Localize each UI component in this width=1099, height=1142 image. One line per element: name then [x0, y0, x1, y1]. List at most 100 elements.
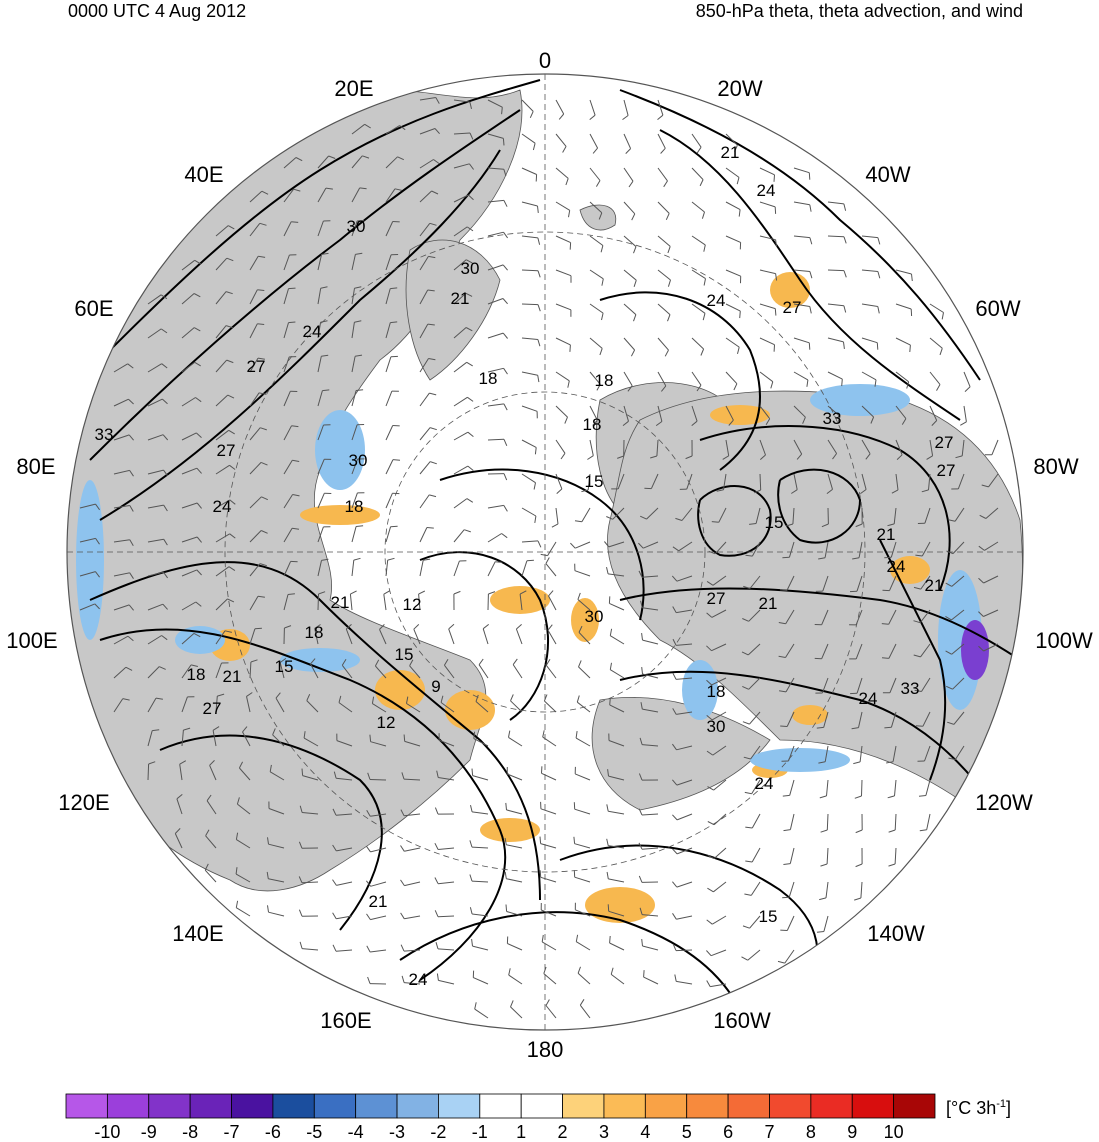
wind-barb-flag [440, 695, 444, 703]
wind-barb-flag [640, 702, 643, 710]
wind-barb-flag [534, 515, 537, 523]
wind-barb [952, 541, 965, 554]
wind-barb [437, 915, 455, 918]
wind-barb-flag [322, 389, 330, 392]
wind-barb [209, 765, 217, 781]
colorbar-swatch [727, 1093, 770, 1119]
wind-barb [351, 356, 356, 373]
wind-barb [544, 700, 557, 713]
wind-barb-flag [242, 726, 248, 733]
wind-barb [793, 439, 803, 455]
wind-barb [578, 666, 591, 679]
wind-barb [79, 537, 96, 543]
wind-barb [691, 303, 706, 314]
wind-barb-flag [502, 264, 508, 271]
wind-barb [657, 371, 667, 387]
wind-barb-flag [502, 298, 508, 305]
wind-barb-flag [332, 808, 337, 816]
wind-barb-flag [434, 128, 440, 135]
wind-barb [608, 845, 625, 849]
wind-barb-flag [701, 211, 705, 219]
lon-label: 80W [1033, 454, 1078, 479]
wind-barb [113, 572, 130, 577]
wind-barb-flag [906, 381, 910, 389]
wind-barb-flag [465, 292, 473, 297]
wind-barb [786, 915, 795, 931]
wind-barb [113, 666, 127, 679]
contour-label: 24 [409, 970, 428, 989]
wind-barb-flag [503, 505, 508, 512]
wind-barb [246, 696, 251, 713]
wind-barb-flag [918, 795, 926, 797]
wind-barb-flag [691, 420, 698, 426]
wind-barb [113, 398, 129, 407]
wind-barb [681, 507, 693, 521]
wind-barb-flag [852, 557, 860, 560]
contour-label: 24 [859, 689, 878, 708]
wind-barb-flag [641, 939, 643, 947]
lon-label: 80E [16, 454, 55, 479]
wind-barb [215, 499, 231, 509]
wind-barb [826, 779, 829, 796]
wind-barb-flag [235, 900, 239, 908]
wind-barb-flag [887, 795, 895, 799]
wind-barb [473, 977, 489, 985]
wind-barb [317, 288, 322, 305]
contour-label: 24 [757, 181, 776, 200]
wind-barb [750, 881, 761, 896]
colorbar-swatch [479, 1093, 522, 1119]
wind-barb [574, 808, 591, 815]
wind-barb-flag [569, 344, 571, 352]
wind-barb [419, 190, 432, 203]
wind-barb [215, 225, 229, 237]
colorbar-tick-label: 10 [884, 1122, 904, 1142]
wind-barb [336, 915, 353, 920]
wind-barb-flag [400, 912, 405, 920]
wind-barb [954, 507, 965, 522]
theta-contour [99, 628, 507, 981]
wind-barb-flag [587, 455, 594, 460]
wind-barb-flag [581, 489, 589, 493]
wind-barb-flag [734, 145, 738, 152]
wind-barb-flag [657, 114, 664, 120]
wind-barb-flag [359, 187, 367, 190]
wind-barb [487, 367, 504, 373]
wind-barb-flag [696, 146, 702, 154]
wind-barb-flag [293, 188, 301, 192]
wind-barb [789, 813, 795, 830]
wind-barb [448, 628, 455, 645]
wind-barb [861, 337, 878, 344]
wind-barb-flag [519, 590, 527, 595]
contour-label: 33 [95, 425, 114, 444]
wind-barb-flag [434, 877, 439, 884]
colorbar-tick-label: -8 [182, 1122, 198, 1142]
wind-barb [759, 201, 776, 208]
wind-barb [453, 529, 465, 543]
wind-barb-flag [505, 802, 507, 810]
wind-barb [827, 405, 841, 417]
wind-barb-flag [399, 125, 406, 131]
wind-barb-flag [641, 633, 643, 641]
latitude-circle [384, 391, 706, 713]
wind-barb-flag [195, 432, 202, 438]
wind-barb-flag [650, 455, 658, 459]
wind-barb-flag [127, 363, 134, 369]
wind-barb [793, 473, 798, 490]
wind-barb [860, 881, 863, 899]
wind-barb [642, 744, 659, 747]
contour-label: 27 [217, 441, 236, 460]
wind-barb [385, 390, 393, 407]
warm-advection-patch [890, 556, 930, 584]
wind-barb-flag [609, 662, 612, 670]
wind-barb-flag [332, 879, 337, 886]
wind-barb-flag [808, 172, 811, 180]
colorbar-tick-label: 4 [640, 1122, 650, 1142]
wind-barb-flag [672, 881, 678, 888]
contour-label: 27 [707, 589, 726, 608]
wind-barb-flag [434, 842, 439, 850]
wind-barb [269, 771, 285, 781]
wind-barb-flag [633, 246, 637, 254]
wind-barb [506, 809, 523, 815]
wind-barb-flag [783, 863, 791, 865]
wind-barb-flag [809, 237, 813, 245]
